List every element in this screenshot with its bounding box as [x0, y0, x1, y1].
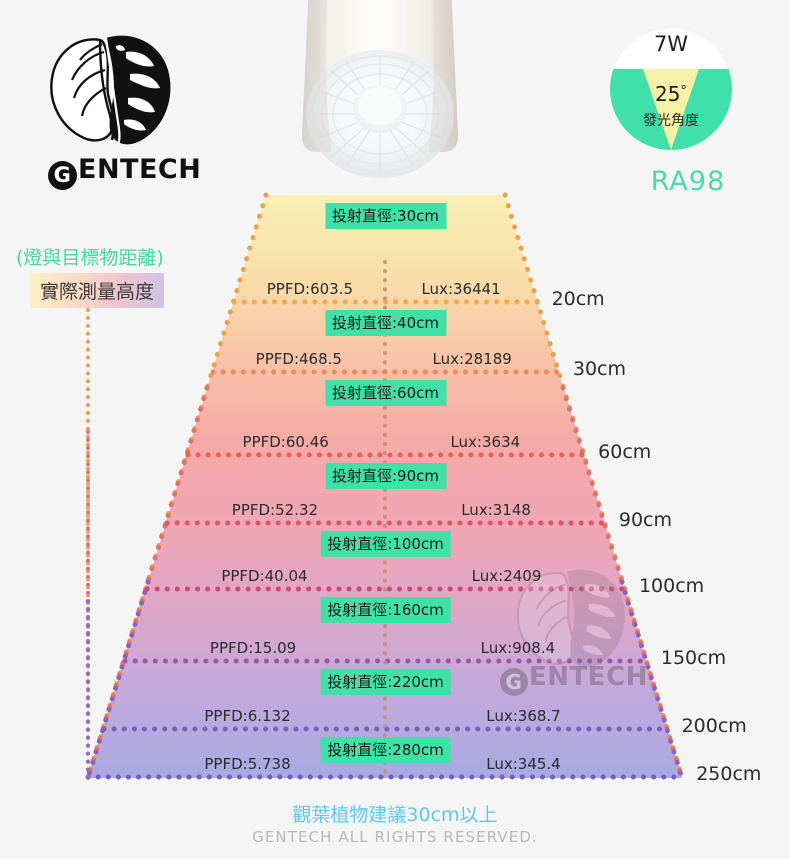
brand-name: ENTECH: [78, 154, 202, 185]
cone-right-edge-low: [619, 579, 685, 781]
lux-value: Lux:345.4: [486, 755, 561, 773]
badge-wattage: 7W: [653, 32, 689, 56]
beam-angle-shape: [643, 69, 699, 150]
beam-diameter-chip: 投射直徑:160cm: [320, 597, 451, 623]
badge-circle: 7W 25° 發光角度: [610, 28, 732, 150]
badge-cap: [610, 28, 732, 69]
ppfd-value: PPFD:6.132: [204, 707, 291, 725]
distance-label-100cm: 100cm: [638, 575, 705, 597]
distance-label-60cm: 60cm: [598, 441, 652, 463]
ppfd-value: PPFD:52.32: [231, 501, 319, 519]
badge-beam-angle: 25°: [610, 82, 732, 106]
cone-left-edge: [85, 192, 269, 781]
degree-symbol: °: [680, 84, 687, 99]
brand-logo: G ENTECH: [26, 22, 226, 190]
distance-label-30cm: 30cm: [572, 358, 627, 380]
beam-diameter-chip: 投射直徑:220cm: [320, 669, 451, 695]
footer-copyright: GENTECH ALL RIGHTS RESERVED.: [252, 828, 538, 846]
beam-diameter-chip: 投射直徑:60cm: [325, 380, 446, 406]
lux-value: Lux:3148: [461, 501, 531, 519]
lux-value: Lux:368.7: [486, 707, 561, 725]
spec-badge: 7W 25° 發光角度 RA98: [610, 28, 770, 198]
distance-label-150cm: 150cm: [660, 647, 727, 669]
monstera-leaf-icon: [50, 35, 171, 145]
cone-left-edge-low: [85, 579, 151, 781]
ppfd-value: PPFD:468.5: [255, 350, 342, 368]
badge-angle-caption: 發光角度: [643, 113, 699, 129]
beam-diameter-chip: 投射直徑:100cm: [320, 531, 451, 557]
ppfd-value: PPFD:40.04: [221, 567, 308, 585]
badge-cri-value: RA98: [650, 166, 726, 197]
led-bulb-image: [301, 0, 459, 178]
beam-diameter-chip: 投射直徑:280cm: [320, 737, 451, 763]
ppfd-value: PPFD:5.738: [204, 755, 291, 773]
ppfd-value: PPFD:15.09: [209, 639, 297, 657]
brand-monogram: G: [48, 161, 77, 190]
measured-height-chip: 實際測量高度: [30, 273, 165, 308]
badge-angle-value: 25: [655, 82, 681, 106]
distance-note-label: (燈與目標物距離): [16, 247, 164, 269]
distance-label-200cm: 200cm: [681, 715, 747, 737]
distance-label-20cm: 20cm: [551, 288, 605, 310]
beam-diameter-chip: 投射直徑:90cm: [325, 463, 446, 489]
cone-right-edge: [502, 192, 685, 781]
lux-value: Lux:3634: [450, 433, 521, 451]
lux-value: Lux:908.4: [480, 639, 556, 657]
beam-diameter-chip: 投射直徑:30cm: [325, 203, 446, 229]
beam-diameter-chip: 投射直徑:40cm: [325, 310, 446, 336]
distance-label-250cm: 250cm: [696, 763, 762, 785]
lux-value: Lux:36441: [421, 280, 501, 298]
ppfd-value: PPFD:60.46: [242, 433, 329, 451]
brand-wordmark: G ENTECH: [48, 154, 201, 190]
height-axis-line-low: [86, 600, 90, 780]
footer-recommendation: 觀葉植物建議30cm以上: [292, 804, 498, 826]
watermark-monogram: G: [500, 668, 528, 696]
distance-label-90cm: 90cm: [618, 509, 672, 531]
ppfd-value: PPFD:603.5: [266, 280, 354, 298]
watermark-wordmark: G ENTECH: [500, 662, 648, 696]
watermark-name: ENTECH: [529, 662, 648, 692]
lux-value: Lux:2409: [471, 567, 542, 585]
lux-value: Lux:28189: [432, 350, 512, 368]
